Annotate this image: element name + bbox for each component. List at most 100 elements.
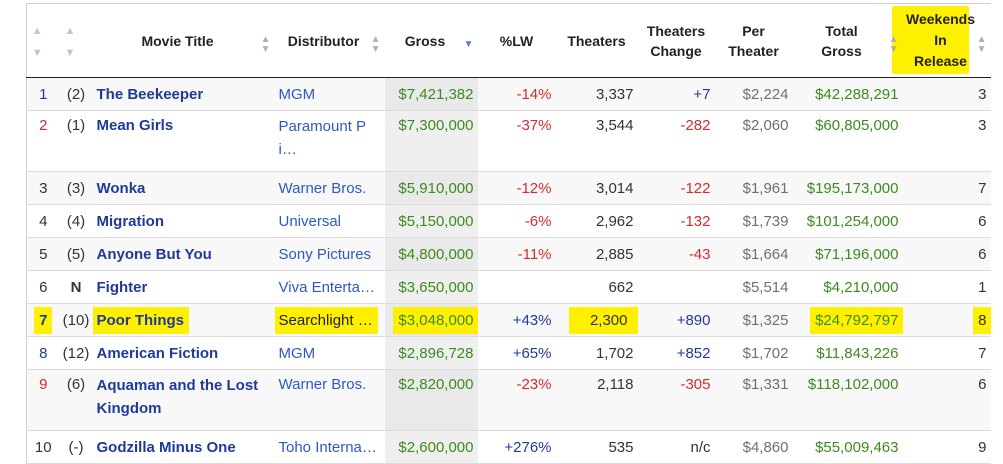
last-week-cell: (-) [59,430,93,464]
pct-lw-cell: +43% [477,303,556,337]
distributor-link[interactable]: Universal [274,204,385,238]
header-row: ▲ ▼ ▲ ▼ Movie Title ▲ ▼ Distributor ▲ ▼ Gros… [26,3,991,78]
movie-title-link[interactable]: Godzilla Minus One [92,430,275,464]
gross-column-header[interactable]: Gross ▼ [384,3,478,78]
movie-title-link[interactable]: The Beekeeper [92,77,275,111]
theaters-change-cell: -43 [637,237,715,271]
gross-cell: $5,150,000 [384,204,478,238]
weekends-column-header[interactable]: Weekends In Release ▲ ▼ [902,3,991,78]
theaters-cell: 535 [555,430,638,464]
sort-desc-icon[interactable]: ▼ [463,39,474,50]
theaters-cell: 3,544 [555,110,638,172]
sort-updown-icon[interactable]: ▲ ▼ [64,24,76,59]
distributor-column-header[interactable]: Distributor ▲ ▼ [274,3,385,78]
sort-updown-icon[interactable]: ▲ ▼ [260,34,271,55]
box-office-table: ▲ ▼ ▲ ▼ Movie Title ▲ ▼ Distributor ▲ ▼ Gros… [26,3,991,464]
table-row[interactable]: 9 (6) Aquaman and the Lost Kingdom Warne… [26,369,991,431]
per-theater-cell: $1,961 [714,171,793,205]
gross-cell: $7,421,382 [384,77,478,111]
sort-updown-icon[interactable]: ▲ ▼ [370,34,381,55]
theaters-column-header[interactable]: Theaters [555,3,638,78]
theaters-change-cell: -282 [637,110,715,172]
theaters-cell: 2,885 [555,237,638,271]
theaters-change-header-label-1: Theaters [646,22,706,39]
pct-lw-cell: -11% [477,237,556,271]
pct-lw-column-header[interactable]: %LW [477,3,556,78]
theaters-cell: 2,300 [555,303,638,337]
distributor-cell: Searchlight … [274,303,385,337]
sort-updown-icon[interactable]: ▲ ▼ [31,24,43,59]
theaters-change-cell: n/c [637,430,715,464]
distributor-link[interactable]: MGM [274,77,385,111]
theaters-change-cell: +852 [637,336,715,370]
distributor-link[interactable]: Toho Interna… [274,430,385,464]
gross-cell: $5,910,000 [384,171,478,205]
rank-cell: 10 [26,430,60,464]
total-gross-cell: $118,102,000 [792,369,903,431]
per-theater-cell: $1,664 [714,237,793,271]
theaters-change-header-label-2: Change [650,42,702,59]
movie-title-link[interactable]: Anyone But You [92,237,275,271]
weekends-cell: 6 [902,369,991,431]
table-row[interactable]: 3 (3) Wonka Warner Bros. $5,910,000 -12%… [26,171,991,205]
theaters-change-cell: -122 [637,171,715,205]
theaters-cell: 3,337 [555,77,638,111]
last-week-column-header[interactable]: ▲ ▼ [59,3,93,78]
distributor-link[interactable]: Searchlight … [274,307,377,333]
theaters-cell: 1,702 [555,336,638,370]
per-theater-cell: $4,860 [714,430,793,464]
table-row[interactable]: 4 (4) Migration Universal $5,150,000 -6%… [26,204,991,238]
last-week-cell: (5) [59,237,93,271]
table-row[interactable]: 1 (2) The Beekeeper MGM $7,421,382 -14% … [26,77,991,111]
last-week-cell: (10) [59,303,93,337]
movie-title-link[interactable]: Mean Girls [92,110,275,172]
movie-title-link[interactable]: Aquaman and the Lost Kingdom [92,369,275,431]
distributor-link[interactable]: Sony Pictures [274,237,385,271]
per-theater-cell: $1,325 [714,303,793,337]
total-gross-header-label-2: Gross [821,42,862,59]
total-gross-cell: $71,196,000 [792,237,903,271]
rank-cell: 7 [26,303,60,337]
movie-title-link[interactable]: Migration [92,204,275,238]
theaters-change-column-header[interactable]: Theaters Change [637,3,715,78]
pct-lw-cell: +276% [477,430,556,464]
distributor-link[interactable]: Viva Enterta… [274,270,385,304]
total-gross-cell: $101,254,000 [792,204,903,238]
theaters-change-cell: -305 [637,369,715,431]
sort-updown-icon[interactable]: ▲ ▼ [888,34,899,55]
table-row[interactable]: 5 (5) Anyone But You Sony Pictures $4,80… [26,237,991,271]
sort-updown-icon[interactable]: ▲ ▼ [976,34,987,55]
table-row[interactable]: 2 (1) Mean Girls Paramount Pi… $7,300,00… [26,110,991,172]
theaters-change-cell: -132 [637,204,715,238]
distributor-link[interactable]: Warner Bros. [274,369,385,431]
table-row[interactable]: 10 (-) Godzilla Minus One Toho Interna… … [26,430,991,464]
per-theater-header-label-2: Theater [728,42,779,59]
weekends-cell: 7 [902,171,991,205]
per-theater-cell: $2,224 [714,77,793,111]
movie-title-column-header[interactable]: Movie Title ▲ ▼ [92,3,275,78]
rank-column-header[interactable]: ▲ ▼ [26,3,60,78]
movie-title-link[interactable]: American Fiction [92,336,275,370]
total-gross-cell: $195,173,000 [792,171,903,205]
gross-cell: $4,800,000 [384,237,478,271]
distributor-link[interactable]: Paramount Pi… [274,110,385,172]
distributor-link[interactable]: Warner Bros. [274,171,385,205]
table-row[interactable]: 8 (12) American Fiction MGM $2,896,728 +… [26,336,991,370]
weekends-header-label-1: Weekends [906,11,975,27]
gross-cell: $2,820,000 [384,369,478,431]
total-gross-highlight: $24,792,797 [811,307,903,333]
per-theater-column-header[interactable]: Per Theater [714,3,793,78]
per-theater-cell: $1,739 [714,204,793,238]
distributor-link[interactable]: MGM [274,336,385,370]
total-gross-column-header[interactable]: Total Gross ▲ ▼ [792,3,903,78]
movie-title-link[interactable]: Poor Things [92,307,188,333]
rank-cell: 9 [26,369,60,431]
table-row[interactable]: 6 N Fighter Viva Enterta… $3,650,000 662… [26,270,991,304]
movie-title-link[interactable]: Wonka [92,171,275,205]
rank-highlight: 7 [35,307,52,333]
rank-cell: 2 [26,110,60,172]
movie-title-link[interactable]: Fighter [92,270,275,304]
table-row-highlighted[interactable]: 7 (10) Poor Things Searchlight … $3,048,… [26,303,991,337]
weekends-cell: 1 [902,270,991,304]
rank-cell: 5 [26,237,60,271]
